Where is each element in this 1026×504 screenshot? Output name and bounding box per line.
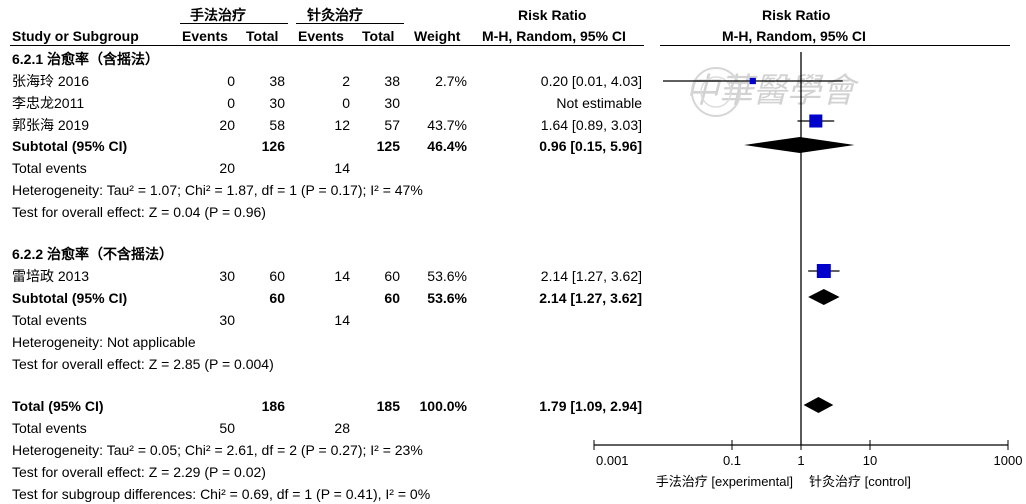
watermark: 中華醫學會 xyxy=(685,72,860,110)
pooled-diamond xyxy=(808,289,840,305)
study-effect-square xyxy=(816,264,831,278)
total-label: Total (95% CI) xyxy=(12,398,104,414)
exp-total: 58 xyxy=(269,117,285,133)
ctrl-group-underline xyxy=(296,23,404,24)
overall-effect-text: Test for overall effect: Z = 2.85 (P = 0… xyxy=(12,356,274,372)
exp-total: 30 xyxy=(269,95,285,111)
pooled-diamond xyxy=(803,397,834,413)
table-header-rule xyxy=(10,45,644,46)
total-events-exp: 50 xyxy=(219,420,235,436)
study-effect-square xyxy=(749,77,756,85)
favours-control-label: 针灸治疗 [control] xyxy=(809,474,911,489)
total-events-label: Total events xyxy=(12,420,87,436)
subgroup-title: 6.2.2 治愈率（不含摇法） xyxy=(12,246,174,262)
subtotal-ci: 2.14 [1.27, 3.62] xyxy=(539,290,642,306)
subtotal-label: Subtotal (95% CI) xyxy=(12,138,128,154)
overall-effect-text: Test for overall effect: Z = 0.04 (P = 0… xyxy=(12,204,266,220)
x-tick-label: 0.001 xyxy=(596,453,629,468)
ctrl-total: 57 xyxy=(384,117,400,133)
total-ci: 1.79 [1.09, 2.94] xyxy=(539,398,642,414)
subgroup-title: 6.2.1 治愈率（含摇法） xyxy=(12,51,160,67)
study-weight: 2.7% xyxy=(435,73,467,89)
total-header-exp: Total xyxy=(246,28,279,44)
subtotal-ci: 0.96 [0.15, 5.96] xyxy=(539,138,642,154)
x-tick-label: 1 xyxy=(797,453,804,468)
subtotal-weight: 46.4% xyxy=(427,138,467,154)
rr-method-header: M-H, Random, 95% CI xyxy=(482,28,626,44)
x-tick-label: 0.1 xyxy=(723,453,741,468)
study-name: 张海玲 2016 xyxy=(12,73,90,89)
exp-events: 20 xyxy=(219,117,235,133)
subtotal-weight: 53.6% xyxy=(427,290,467,306)
total-events-ctrl: 28 xyxy=(334,420,350,436)
ctrl-events: 12 xyxy=(334,117,350,133)
pooled-diamond xyxy=(744,137,855,153)
study-ci: Not estimable xyxy=(556,95,642,111)
study-name: 李忠龙2011 xyxy=(12,95,85,111)
total-ctrl-total: 185 xyxy=(376,398,400,414)
subtotal-ctrl-total: 125 xyxy=(376,138,400,154)
watermark-seal-inner xyxy=(700,76,732,108)
risk-ratio-header: Risk Ratio xyxy=(518,7,587,23)
ctrl-events: 14 xyxy=(334,268,350,284)
group-experimental-label: 手法治疗 xyxy=(190,7,246,23)
ctrl-events: 0 xyxy=(342,95,350,111)
subtotal-exp-total: 60 xyxy=(269,290,285,306)
exp-events: 0 xyxy=(227,73,235,89)
plot-method-header: M-H, Random, 95% CI xyxy=(722,28,866,44)
exp-events: 0 xyxy=(227,95,235,111)
total-events-exp: 30 xyxy=(219,312,235,328)
study-name: 郭张海 2019 xyxy=(12,117,90,133)
heterogeneity-text: Heterogeneity: Tau² = 0.05; Chi² = 2.61,… xyxy=(12,442,423,458)
subtotal-label: Subtotal (95% CI) xyxy=(12,290,128,306)
study-ci: 2.14 [1.27, 3.62] xyxy=(540,268,642,284)
study-weight: 43.7% xyxy=(427,117,467,133)
heterogeneity-text: Heterogeneity: Not applicable xyxy=(12,334,196,350)
subgroup-differences-text: Test for subgroup differences: Chi² = 0.… xyxy=(12,486,431,502)
study-weight: 53.6% xyxy=(427,268,467,284)
exp-total: 38 xyxy=(269,73,285,89)
plot-risk-ratio-header: Risk Ratio xyxy=(762,7,831,23)
total-events-exp: 20 xyxy=(219,160,235,176)
ctrl-total: 38 xyxy=(384,73,400,89)
study-column-header: Study or Subgroup xyxy=(12,28,139,44)
total-header-ctrl: Total xyxy=(362,28,395,44)
exp-group-underline xyxy=(180,23,288,24)
total-events-label: Total events xyxy=(12,312,87,328)
events-header-exp: Events xyxy=(182,28,228,44)
subtotal-exp-total: 126 xyxy=(261,138,285,154)
x-tick-label: 10 xyxy=(863,453,877,468)
study-name: 雷培政 2013 xyxy=(12,268,90,284)
events-header-ctrl: Events xyxy=(298,28,344,44)
ctrl-events: 2 xyxy=(342,73,350,89)
study-ci: 0.20 [0.01, 4.03] xyxy=(540,73,642,89)
study-ci: 1.64 [0.89, 3.03] xyxy=(540,117,642,133)
total-events-ctrl: 14 xyxy=(334,312,350,328)
overall-effect-text: Test for overall effect: Z = 2.29 (P = 0… xyxy=(12,464,266,480)
x-tick-label: 1000 xyxy=(994,453,1023,468)
total-events-label: Total events xyxy=(12,160,87,176)
favours-experimental-label: 手法治疗 [experimental] xyxy=(656,474,793,489)
exp-total: 60 xyxy=(269,268,285,284)
watermark-seal xyxy=(691,67,741,117)
weight-header: Weight xyxy=(414,28,461,44)
group-control-label: 针灸治疗 xyxy=(307,7,363,23)
ctrl-total: 30 xyxy=(384,95,400,111)
total-events-ctrl: 14 xyxy=(334,160,350,176)
exp-events: 30 xyxy=(219,268,235,284)
study-effect-square xyxy=(809,114,823,128)
ctrl-total: 60 xyxy=(384,268,400,284)
heterogeneity-text: Heterogeneity: Tau² = 1.07; Chi² = 1.87,… xyxy=(12,182,423,198)
total-weight: 100.0% xyxy=(419,398,467,414)
subtotal-ctrl-total: 60 xyxy=(384,290,400,306)
total-exp-total: 186 xyxy=(261,398,285,414)
plot-header-rule xyxy=(660,45,1010,46)
